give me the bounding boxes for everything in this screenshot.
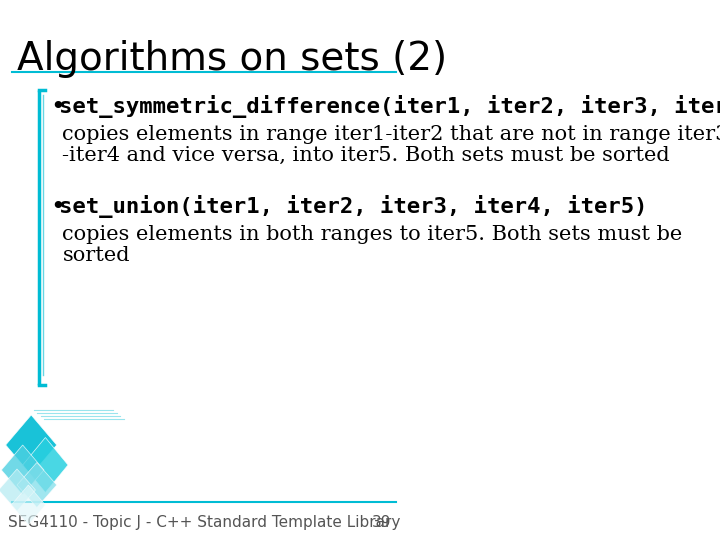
Text: •: • — [50, 195, 65, 219]
Text: 39: 39 — [372, 515, 391, 530]
Polygon shape — [0, 469, 35, 511]
Polygon shape — [17, 462, 57, 508]
Text: Algorithms on sets (2): Algorithms on sets (2) — [17, 40, 447, 78]
Text: -iter4 and vice versa, into iter5. Both sets must be sorted: -iter4 and vice versa, into iter5. Both … — [63, 146, 670, 165]
Text: copies elements in range iter1-iter2 that are not in range iter3: copies elements in range iter1-iter2 tha… — [63, 125, 720, 144]
Polygon shape — [6, 415, 57, 475]
Text: sorted: sorted — [63, 246, 130, 265]
Polygon shape — [23, 437, 68, 492]
Text: set_symmetric_difference(iter1, iter2, iter3, iter4, iter5): set_symmetric_difference(iter1, iter2, i… — [59, 95, 720, 118]
Text: SEG4110 - Topic J - C++ Standard Template Library: SEG4110 - Topic J - C++ Standard Templat… — [8, 515, 400, 530]
Polygon shape — [1, 445, 44, 495]
Text: •: • — [50, 95, 65, 119]
Polygon shape — [12, 485, 45, 525]
Text: set_union(iter1, iter2, iter3, iter4, iter5): set_union(iter1, iter2, iter3, iter4, it… — [59, 195, 647, 218]
Text: copies elements in both ranges to iter5. Both sets must be: copies elements in both ranges to iter5.… — [63, 225, 683, 244]
